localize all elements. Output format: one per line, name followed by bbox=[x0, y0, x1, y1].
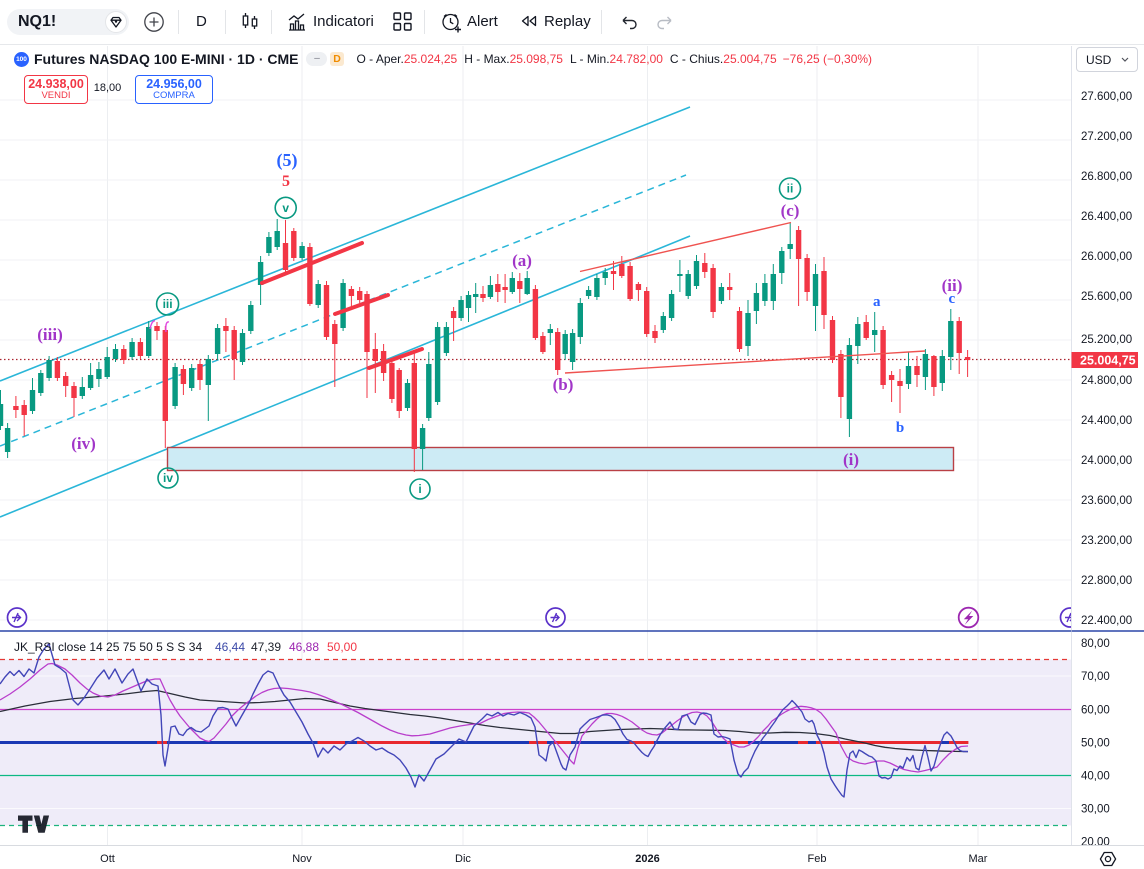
svg-text:Dic: Dic bbox=[455, 853, 471, 865]
svg-text:30,00: 30,00 bbox=[1081, 804, 1110, 816]
svg-text:25.200,00: 25.200,00 bbox=[1081, 334, 1132, 346]
svg-text:2026: 2026 bbox=[635, 853, 659, 865]
svg-text:(iii): (iii) bbox=[37, 325, 63, 344]
svg-text:24.400,00: 24.400,00 bbox=[1081, 415, 1132, 427]
svg-text:Nov: Nov bbox=[292, 853, 312, 865]
svg-text:5: 5 bbox=[282, 173, 290, 190]
svg-text:(a): (a) bbox=[512, 251, 532, 270]
svg-text:JK_RSI close 14 25 75 50 5 S S: JK_RSI close 14 25 75 50 5 S S 34 bbox=[14, 640, 202, 654]
svg-text:26.000,00: 26.000,00 bbox=[1081, 251, 1132, 263]
svg-text:(ii): (ii) bbox=[942, 276, 963, 295]
svg-text:Ott: Ott bbox=[100, 853, 115, 865]
svg-text:v: v bbox=[282, 201, 289, 215]
svg-text:(iv): (iv) bbox=[71, 434, 96, 453]
svg-text:27.200,00: 27.200,00 bbox=[1081, 131, 1132, 143]
svg-text:24.000,00: 24.000,00 bbox=[1081, 455, 1132, 467]
svg-text:80,00: 80,00 bbox=[1081, 638, 1110, 650]
svg-text:ii: ii bbox=[787, 182, 794, 196]
svg-text:24.800,00: 24.800,00 bbox=[1081, 375, 1132, 387]
svg-text:26.800,00: 26.800,00 bbox=[1081, 171, 1132, 183]
svg-text:iii: iii bbox=[163, 297, 173, 311]
svg-text:23.600,00: 23.600,00 bbox=[1081, 495, 1132, 507]
svg-text:Mar: Mar bbox=[969, 853, 988, 865]
svg-text:c: c bbox=[948, 291, 955, 307]
svg-text:70,00: 70,00 bbox=[1081, 671, 1110, 683]
svg-text:iv: iv bbox=[163, 471, 173, 485]
svg-text:22.800,00: 22.800,00 bbox=[1081, 575, 1132, 587]
svg-text:40,00: 40,00 bbox=[1081, 771, 1110, 783]
svg-text:(i): (i) bbox=[843, 450, 859, 469]
svg-text:(b): (b) bbox=[553, 375, 574, 394]
svg-text:i: i bbox=[418, 482, 421, 496]
svg-text:Feb: Feb bbox=[808, 853, 827, 865]
svg-text:46,88: 46,88 bbox=[289, 640, 319, 654]
svg-text:22.400,00: 22.400,00 bbox=[1081, 615, 1132, 627]
svg-text:a: a bbox=[873, 294, 881, 310]
svg-text:27.600,00: 27.600,00 bbox=[1081, 91, 1132, 103]
svg-text:23.200,00: 23.200,00 bbox=[1081, 535, 1132, 547]
svg-text:(c): (c) bbox=[781, 201, 800, 220]
svg-text:(5): (5) bbox=[277, 150, 298, 171]
svg-text:25.600,00: 25.600,00 bbox=[1081, 291, 1132, 303]
svg-text:60,00: 60,00 bbox=[1081, 705, 1110, 717]
svg-text:26.400,00: 26.400,00 bbox=[1081, 211, 1132, 223]
svg-text:46,44: 46,44 bbox=[215, 640, 245, 654]
svg-text:50,00: 50,00 bbox=[1081, 738, 1110, 750]
svg-text:25.004,75: 25.004,75 bbox=[1080, 354, 1136, 368]
svg-text:b: b bbox=[896, 420, 904, 436]
svg-text:47,39: 47,39 bbox=[251, 640, 281, 654]
svg-text:50,00: 50,00 bbox=[327, 640, 357, 654]
